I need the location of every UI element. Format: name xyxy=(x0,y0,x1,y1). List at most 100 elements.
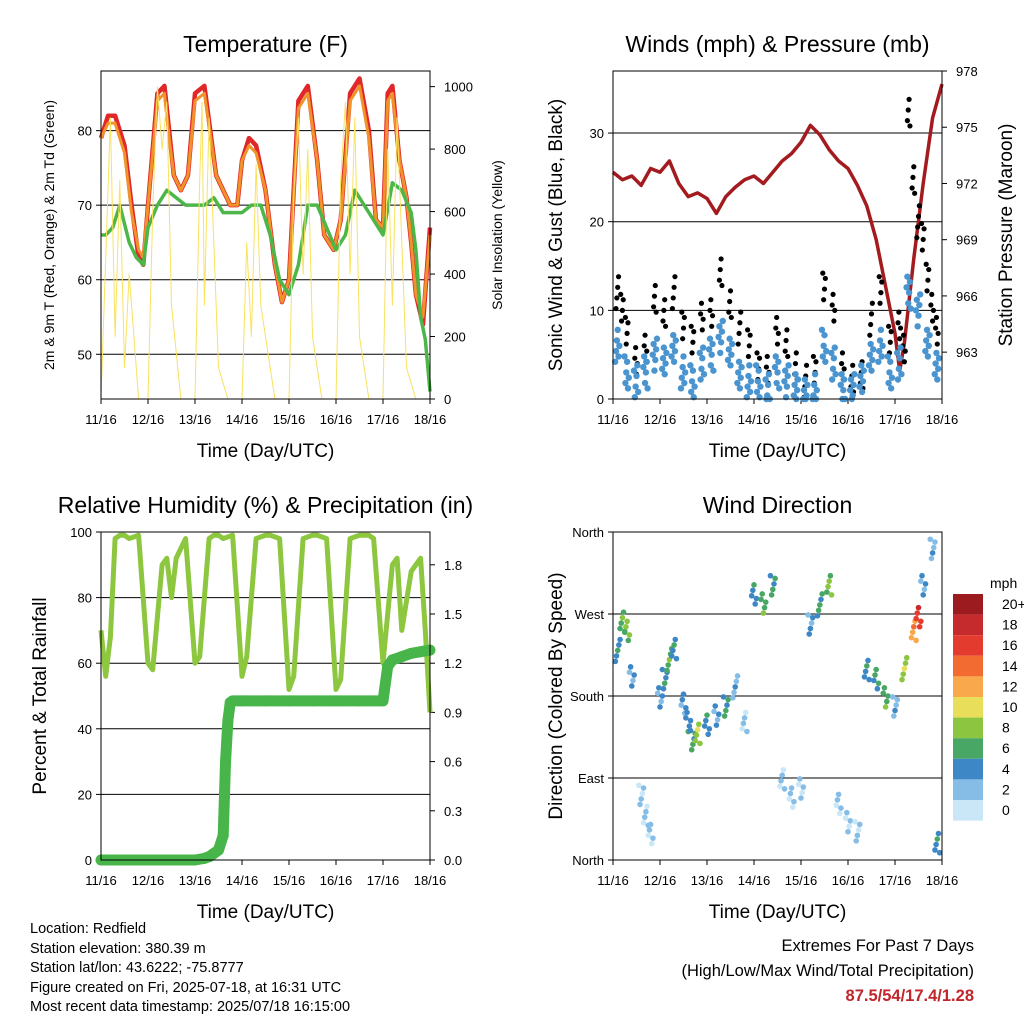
gust-point xyxy=(716,277,723,283)
gust-point xyxy=(698,311,704,317)
wind-point xyxy=(837,381,844,389)
gust-point xyxy=(907,123,913,129)
gust-point xyxy=(764,353,770,360)
direction-point xyxy=(853,838,860,844)
direction-point xyxy=(894,696,901,703)
direction-point xyxy=(665,662,672,668)
colorbar-swatch xyxy=(953,697,983,718)
wind-point xyxy=(847,376,855,383)
direction-point xyxy=(758,596,764,603)
gust-point xyxy=(831,318,837,324)
wind-point xyxy=(650,340,657,348)
extremes-values: 87.5/54/17.4/1.28 xyxy=(845,987,974,1005)
wind-point xyxy=(875,358,882,365)
gust-point xyxy=(886,323,892,329)
gust-point xyxy=(803,362,810,368)
wind-point xyxy=(709,340,716,348)
gust-point xyxy=(784,327,790,333)
colorbar-swatch xyxy=(953,717,983,739)
direction-point xyxy=(623,623,629,630)
gust-point xyxy=(708,297,714,303)
wind-point xyxy=(912,307,920,314)
gust-point xyxy=(839,350,846,356)
direction-point xyxy=(932,539,938,545)
gust-point xyxy=(918,220,925,227)
wind-point xyxy=(670,331,677,339)
x-tick-label: 17/16 xyxy=(367,873,400,888)
x-tick-label: 12/16 xyxy=(132,873,165,888)
direction-point xyxy=(629,683,635,689)
direction-point xyxy=(770,586,776,593)
gust-point xyxy=(651,293,658,299)
direction-point xyxy=(627,664,634,670)
y-axis-label: Sonic Wind & Gust (Blue, Black) xyxy=(546,99,567,371)
wind-point xyxy=(905,300,912,307)
gust-point xyxy=(916,203,922,209)
wind-point xyxy=(744,383,751,390)
direction-point xyxy=(731,689,737,696)
gust-point xyxy=(727,288,734,294)
y-tick-label: 40 xyxy=(78,722,92,737)
y-tick-label-right: 0 xyxy=(444,392,451,407)
gust-point xyxy=(868,321,874,328)
direction-point xyxy=(772,575,778,582)
gust-point xyxy=(775,330,781,336)
direction-point xyxy=(732,684,738,690)
direction-point xyxy=(646,827,653,833)
gust-point xyxy=(934,341,940,347)
chart-title: Relative Humidity (%) & Precipitation (i… xyxy=(58,492,473,518)
wind-point xyxy=(725,346,733,353)
wind-point xyxy=(914,323,921,330)
wind-point xyxy=(652,346,660,353)
wind-point xyxy=(708,351,715,358)
panel-1: Temperature (F) Time (Day/UTC) 2m & 9m T (… xyxy=(41,31,505,462)
wind-point xyxy=(651,367,658,374)
gust-point xyxy=(930,307,937,313)
wind-point xyxy=(678,374,686,381)
direction-point xyxy=(866,676,872,683)
wind-point xyxy=(745,372,752,380)
colorbar-title: mph xyxy=(990,575,1017,591)
wind-point xyxy=(922,347,929,355)
direction-point xyxy=(761,604,768,611)
direction-point xyxy=(715,711,722,718)
direction-point xyxy=(663,674,669,681)
direction-point xyxy=(650,835,656,841)
direction-point xyxy=(657,704,663,710)
wind-point xyxy=(775,358,782,365)
direction-point xyxy=(920,592,926,598)
wind-point xyxy=(764,381,772,389)
gust-point xyxy=(726,309,732,315)
direction-point xyxy=(864,663,870,669)
direction-point xyxy=(697,740,703,747)
wind-point xyxy=(775,385,783,392)
wind-point xyxy=(718,328,726,335)
direction-point xyxy=(612,658,619,665)
x-tick-label: 16/16 xyxy=(832,873,865,888)
wind-point xyxy=(813,386,820,394)
direction-point xyxy=(915,604,922,611)
y-tick-label: 60 xyxy=(78,656,92,671)
gust-point xyxy=(707,307,713,313)
wind-point xyxy=(773,379,780,387)
direction-point xyxy=(645,832,652,839)
gust-point xyxy=(618,318,625,324)
gust-point xyxy=(745,353,752,360)
wind-point xyxy=(782,367,789,374)
colorbar-label: 14 xyxy=(1002,658,1018,674)
direction-point xyxy=(880,690,887,697)
wind-point xyxy=(821,331,828,339)
direction-point xyxy=(891,713,897,719)
gust-point xyxy=(829,302,835,308)
direction-point xyxy=(619,614,626,621)
direction-point xyxy=(643,808,649,815)
y-axis-label: 2m & 9m T (Red, Orange) & 2m Td (Green) xyxy=(41,100,57,370)
x-tick-label: 15/16 xyxy=(273,873,306,888)
wind-point xyxy=(887,385,895,392)
direction-point xyxy=(768,592,775,598)
latest-timestamp: Most recent data timestamp: 2025/07/18 1… xyxy=(30,999,351,1015)
direction-point xyxy=(791,798,797,805)
gust-point xyxy=(681,314,687,321)
wind-point xyxy=(652,356,659,364)
gust-point xyxy=(662,323,669,329)
